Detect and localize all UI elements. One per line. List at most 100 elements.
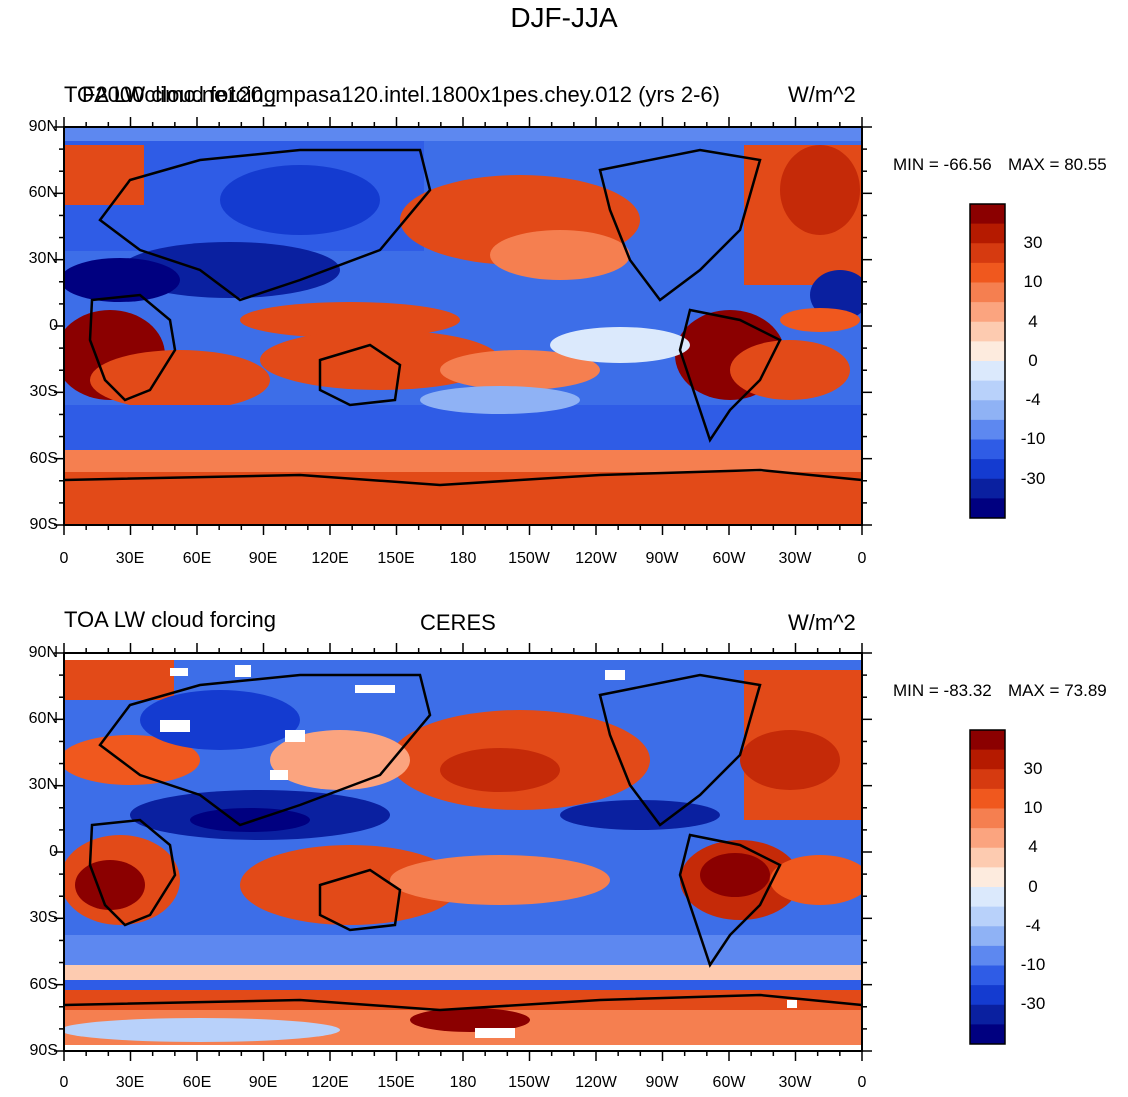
y-tick-label: 60S bbox=[29, 450, 58, 467]
x-tick-label: 0 bbox=[59, 550, 69, 567]
colorbar-swatch bbox=[970, 204, 1005, 225]
colorbar-swatch bbox=[970, 906, 1005, 927]
x-tick-label: 60W bbox=[712, 550, 746, 567]
y-tick-label: 60N bbox=[28, 710, 58, 727]
x-tick-label: 90W bbox=[645, 550, 679, 567]
y-tick-label: 0 bbox=[49, 317, 58, 334]
panel-1-center-title: F2000climo.ne120_mpasa120.intel.1800x1pe… bbox=[82, 82, 720, 107]
colorbar-swatch bbox=[970, 867, 1005, 888]
x-tick-label: 90E bbox=[248, 1074, 278, 1091]
x-tick-label: 30E bbox=[115, 1074, 145, 1091]
colorbar-label: -30 bbox=[1020, 469, 1046, 488]
colorbar-swatch bbox=[970, 341, 1005, 362]
colorbar-swatch bbox=[970, 945, 1005, 966]
colorbar-label: 4 bbox=[1028, 837, 1038, 856]
colorbar-swatch bbox=[970, 498, 1005, 519]
x-tick-label: 120E bbox=[311, 1074, 349, 1091]
y-tick-label: 30S bbox=[29, 383, 58, 400]
x-tick-label: 0 bbox=[857, 550, 867, 567]
y-tick-label: 30N bbox=[28, 776, 58, 793]
x-tick-label: 150W bbox=[508, 550, 550, 567]
colorbar-frame bbox=[969, 729, 1006, 1045]
colorbar-swatch bbox=[970, 282, 1005, 303]
panel-1-units: W/m^2 bbox=[788, 82, 856, 107]
panel-1-min: MIN = -66.56 bbox=[893, 155, 992, 174]
colorbar-swatch bbox=[970, 361, 1005, 382]
colorbar-swatch bbox=[970, 302, 1005, 323]
colorbar-label: 30 bbox=[1023, 759, 1043, 778]
colorbar-swatch bbox=[970, 243, 1005, 264]
colorbar-label: -10 bbox=[1020, 429, 1046, 448]
panel-2-coastlines bbox=[64, 673, 862, 1012]
colorbar-swatch bbox=[970, 419, 1005, 440]
x-tick-label: 30W bbox=[778, 1074, 812, 1091]
x-tick-label: 60E bbox=[182, 1074, 212, 1091]
colorbar-swatch bbox=[970, 769, 1005, 790]
colorbar-swatch bbox=[970, 380, 1005, 401]
y-tick-label: 60N bbox=[28, 184, 58, 201]
colorbar-swatch bbox=[970, 459, 1005, 480]
colorbar-swatch bbox=[970, 985, 1005, 1006]
x-tick-label: 150E bbox=[377, 550, 415, 567]
colorbar-swatch bbox=[970, 321, 1005, 342]
x-tick-label: 120E bbox=[311, 550, 349, 567]
colorbar-label: 30 bbox=[1023, 233, 1043, 252]
colorbar-label: 0 bbox=[1028, 877, 1038, 896]
x-tick-label: 120W bbox=[575, 550, 617, 567]
colorbar-swatch bbox=[970, 788, 1005, 809]
colorbar-swatch bbox=[970, 223, 1005, 244]
colorbar-swatch bbox=[970, 847, 1005, 868]
x-tick-label: 150W bbox=[508, 1074, 550, 1091]
colorbar-swatch bbox=[970, 478, 1005, 499]
x-tick-label: 120W bbox=[575, 1074, 617, 1091]
panel-1-max: MAX = 80.55 bbox=[1008, 155, 1107, 174]
x-tick-label: 90W bbox=[645, 1074, 679, 1091]
colorbar-label: 10 bbox=[1023, 272, 1043, 291]
y-tick-label: 90S bbox=[29, 516, 58, 533]
x-tick-label: 150E bbox=[377, 1074, 415, 1091]
figure-title: DJF-JJA bbox=[510, 2, 618, 33]
colorbar-swatch bbox=[970, 400, 1005, 421]
colorbar-swatch bbox=[970, 926, 1005, 947]
colorbar-label: 10 bbox=[1023, 798, 1043, 817]
y-tick-label: 60S bbox=[29, 976, 58, 993]
y-tick-label: 90S bbox=[29, 1042, 58, 1059]
colorbar-label: 0 bbox=[1028, 351, 1038, 370]
y-tick-label: 30N bbox=[28, 250, 58, 267]
panel-2-center-title: CERES bbox=[420, 610, 496, 635]
colorbar-swatch bbox=[970, 887, 1005, 908]
panel-2-field bbox=[64, 660, 862, 1045]
x-tick-label: 0 bbox=[59, 1074, 69, 1091]
x-tick-label: 60W bbox=[712, 1074, 746, 1091]
colorbar-label: -30 bbox=[1020, 994, 1046, 1013]
x-tick-label: 30W bbox=[778, 550, 812, 567]
panel-1-coastlines bbox=[64, 148, 862, 487]
panel-2-max: MAX = 73.89 bbox=[1008, 681, 1107, 700]
x-tick-label: 90E bbox=[248, 550, 278, 567]
x-tick-label: 60E bbox=[182, 550, 212, 567]
colorbar-swatch bbox=[970, 1024, 1005, 1045]
panel-2-min: MIN = -83.32 bbox=[893, 681, 992, 700]
x-tick-label: 180 bbox=[449, 550, 477, 567]
colorbar-swatch bbox=[970, 828, 1005, 849]
colorbar-swatch bbox=[970, 730, 1005, 751]
y-tick-label: 30S bbox=[29, 909, 58, 926]
colorbar-label: -10 bbox=[1020, 955, 1046, 974]
colorbar-swatch bbox=[970, 749, 1005, 770]
y-tick-label: 90N bbox=[28, 644, 58, 661]
x-tick-label: 0 bbox=[857, 1074, 867, 1091]
colorbar-swatch bbox=[970, 808, 1005, 829]
colorbar-label: -4 bbox=[1025, 390, 1041, 409]
colorbar-swatch bbox=[970, 262, 1005, 283]
panel-2-units: W/m^2 bbox=[788, 610, 856, 635]
y-tick-label: 90N bbox=[28, 118, 58, 135]
colorbar-label: 4 bbox=[1028, 312, 1038, 331]
x-tick-label: 30E bbox=[115, 550, 145, 567]
colorbar-swatch bbox=[970, 965, 1005, 986]
colorbar-frame bbox=[969, 203, 1006, 519]
colorbar-swatch bbox=[970, 439, 1005, 460]
